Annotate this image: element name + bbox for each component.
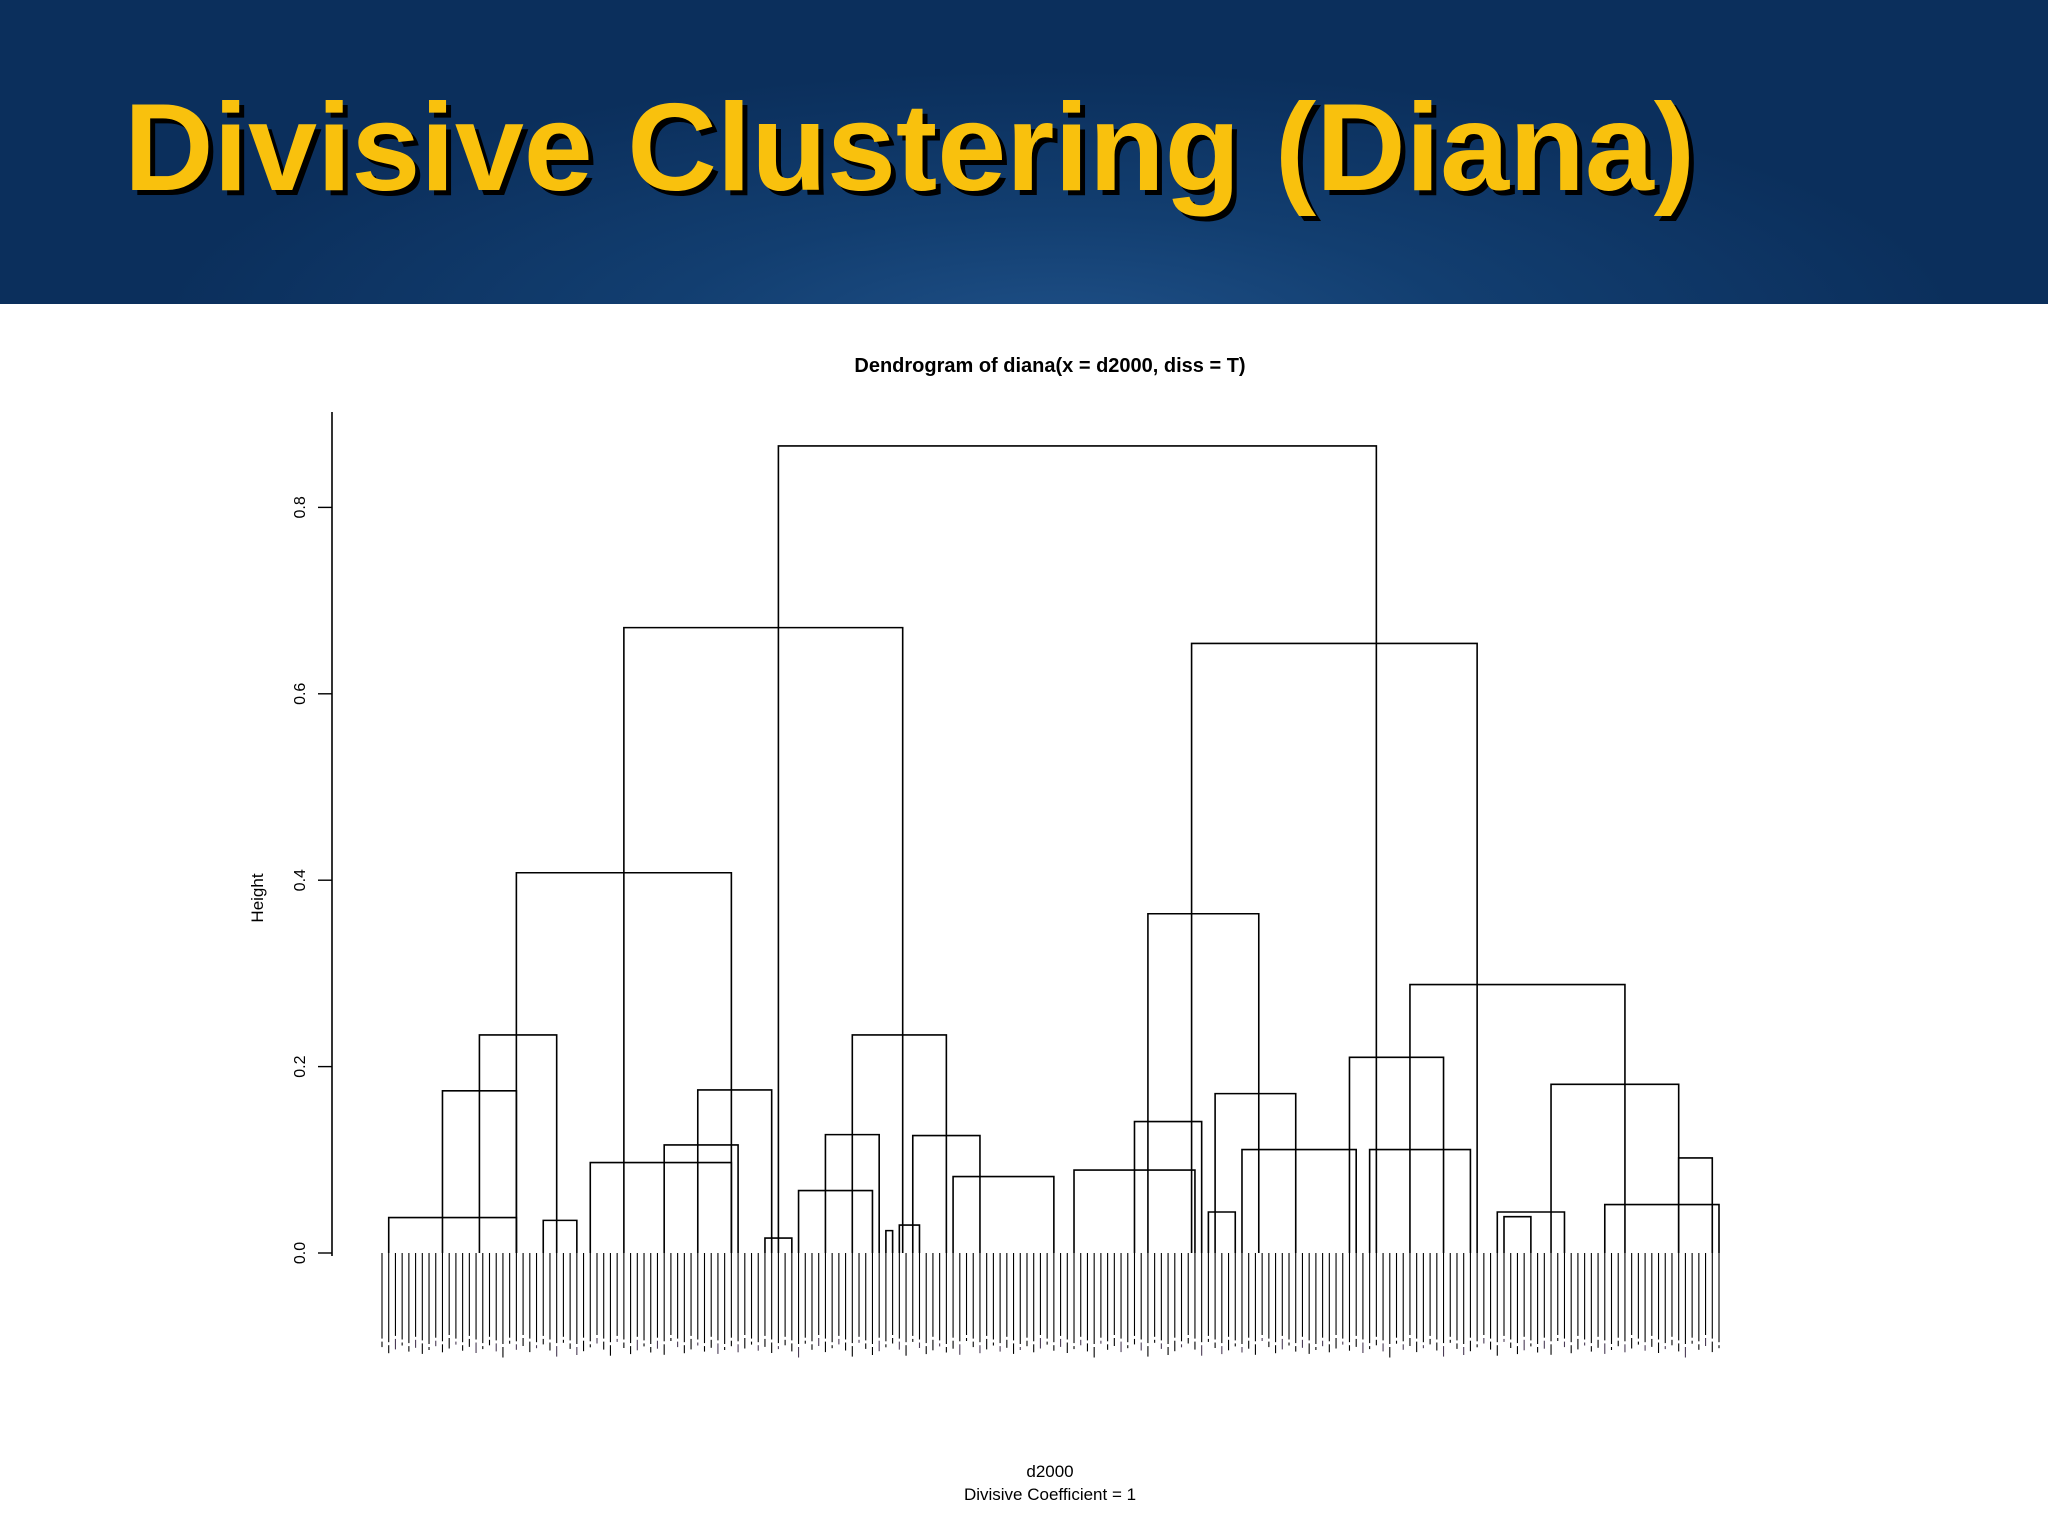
merge-bracket [764, 1237, 793, 1253]
merge-bracket [777, 445, 1378, 1253]
dendrogram-leaves [381, 1253, 1720, 1358]
merge-bracket [1214, 1092, 1297, 1253]
merge-bracket [623, 626, 904, 1253]
merge-bracket [1348, 1056, 1445, 1253]
merge-bracket [1677, 1157, 1714, 1253]
merge-bracket [851, 1034, 948, 1253]
y-axis-ticks: 0.0 0.2 0.4 0.6 0.8 [292, 496, 332, 1264]
merge-bracket [589, 1161, 733, 1253]
merge-bracket [1190, 642, 1478, 1253]
merge-bracket [1241, 1148, 1357, 1253]
y-tick-label: 0.8 [292, 496, 309, 518]
merge-bracket [1409, 983, 1626, 1253]
merge-bracket [1133, 1120, 1203, 1253]
merge-bracket [515, 871, 733, 1253]
y-tick-label: 0.0 [292, 1242, 309, 1264]
merge-bracket [1550, 1083, 1680, 1253]
merge-bracket [696, 1089, 773, 1253]
merge-bracket [952, 1175, 1055, 1253]
merge-bracket [898, 1224, 921, 1253]
y-tick-label: 0.6 [292, 683, 309, 705]
chart-title: Dendrogram of diana(x = d2000, diss = T) [854, 355, 1245, 377]
merge-bracket [1368, 1148, 1472, 1253]
merge-bracket [542, 1219, 578, 1253]
merge-bracket [478, 1034, 558, 1253]
merge-bracket [797, 1189, 874, 1253]
merge-bracket [885, 1229, 894, 1253]
slide-header: Divisive Clustering (Diana) [0, 0, 2048, 304]
dendrogram-merges [387, 445, 1720, 1253]
merge-bracket [824, 1133, 880, 1253]
chart-subtitle: Divisive Coefficient = 1 [964, 1485, 1136, 1504]
slide-title: Divisive Clustering (Diana) [124, 79, 1696, 217]
merge-bracket [1503, 1215, 1532, 1253]
y-tick-label: 0.2 [292, 1055, 309, 1077]
merge-bracket [1147, 912, 1260, 1253]
merge-bracket [1496, 1211, 1566, 1253]
y-axis-label: Height [248, 873, 267, 922]
y-tick-label: 0.4 [292, 869, 309, 891]
x-axis-label: d2000 [1026, 1462, 1073, 1481]
merge-bracket [911, 1134, 981, 1253]
merge-bracket [663, 1144, 739, 1253]
dendrogram-chart: Dendrogram of diana(x = d2000, diss = T)… [248, 355, 1720, 1504]
merge-bracket [1207, 1211, 1237, 1253]
merge-bracket [387, 1216, 518, 1253]
merge-bracket [441, 1090, 518, 1253]
merge-bracket [1603, 1203, 1720, 1253]
merge-bracket [1073, 1169, 1196, 1253]
